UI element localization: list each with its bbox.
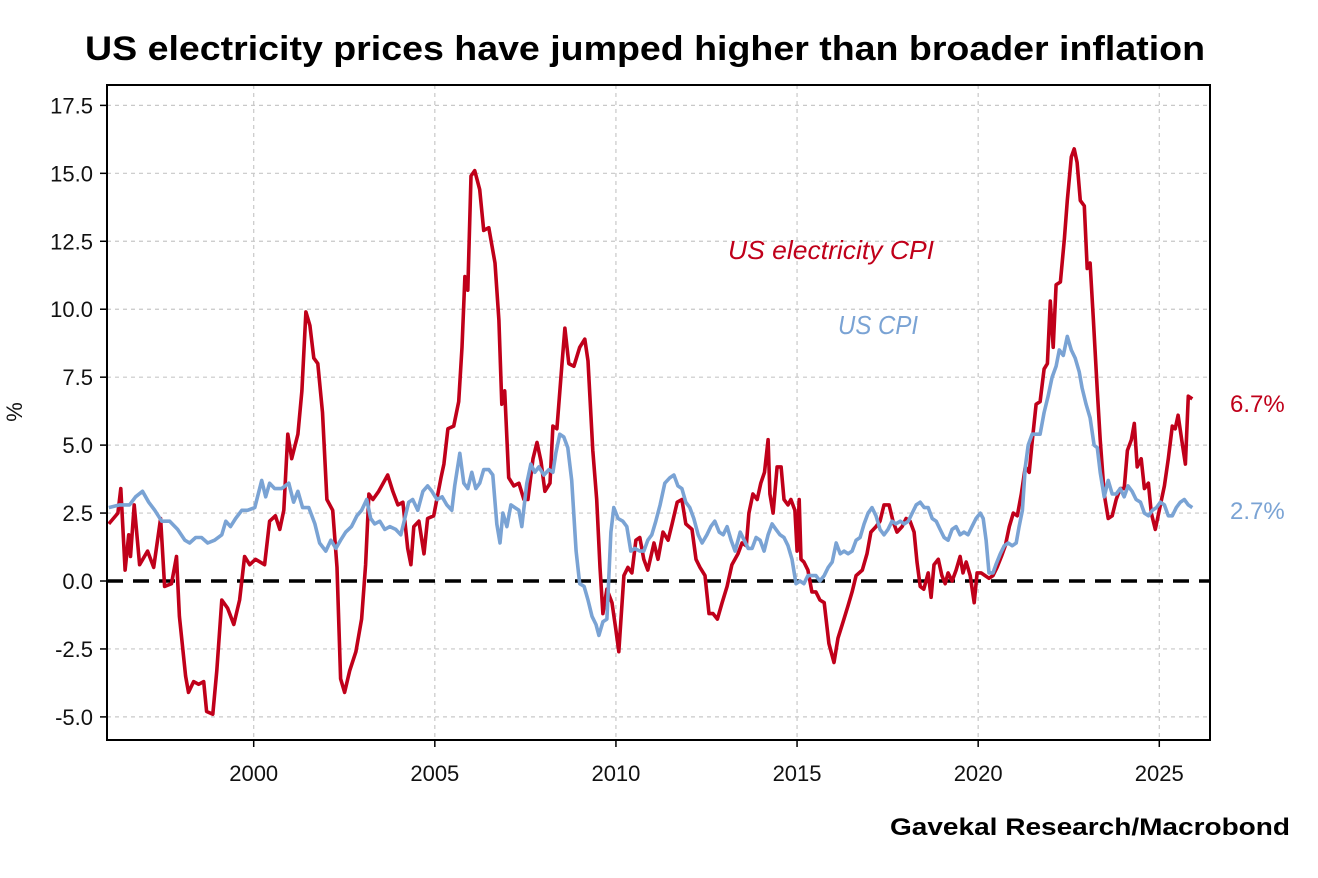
y-tick-label: 0.0 (62, 569, 93, 594)
legend-label-cpi: US CPI (838, 310, 918, 340)
plot-frame (106, 84, 1211, 741)
legend-label-electricity: US electricity CPI (728, 235, 934, 265)
y-axis: 17.5 15.0 12.5 10.0 7.5 5.0 2.5 0.0 -2.5 -5.0 (50, 93, 107, 730)
end-label-cpi: 2.7% (1230, 498, 1285, 525)
y-tick-label: 10.0 (50, 297, 93, 322)
x-axis: 2000 2005 2010 2015 2020 2025 (229, 740, 1184, 786)
y-tick-label: 17.5 (50, 93, 93, 118)
y-tick-label: 5.0 (62, 433, 93, 458)
series-line-us-cpi (108, 334, 1194, 638)
y-tick-label: 12.5 (50, 229, 93, 254)
y-axis-label: % (2, 402, 27, 422)
series-line-electricity-cpi (107, 147, 1194, 716)
x-tick-label: 2005 (410, 761, 459, 786)
x-tick-label: 2000 (229, 761, 278, 786)
chart-title: US electricity prices have jumped higher… (85, 30, 1205, 68)
x-tick-label: 2010 (591, 761, 640, 786)
y-tick-label: 15.0 (50, 161, 93, 186)
x-tick-label: 2015 (773, 761, 822, 786)
y-tick-label: 7.5 (62, 365, 93, 390)
y-tick-label: 2.5 (62, 501, 93, 526)
series-lines (107, 147, 1194, 716)
source-label: Gavekal Research/Macrobond (890, 814, 1290, 841)
end-label-electricity: 6.7% (1230, 391, 1285, 418)
x-tick-label: 2020 (954, 761, 1003, 786)
y-tick-label: -5.0 (55, 705, 93, 730)
y-tick-label: -2.5 (55, 637, 93, 662)
x-tick-label: 2025 (1135, 761, 1184, 786)
